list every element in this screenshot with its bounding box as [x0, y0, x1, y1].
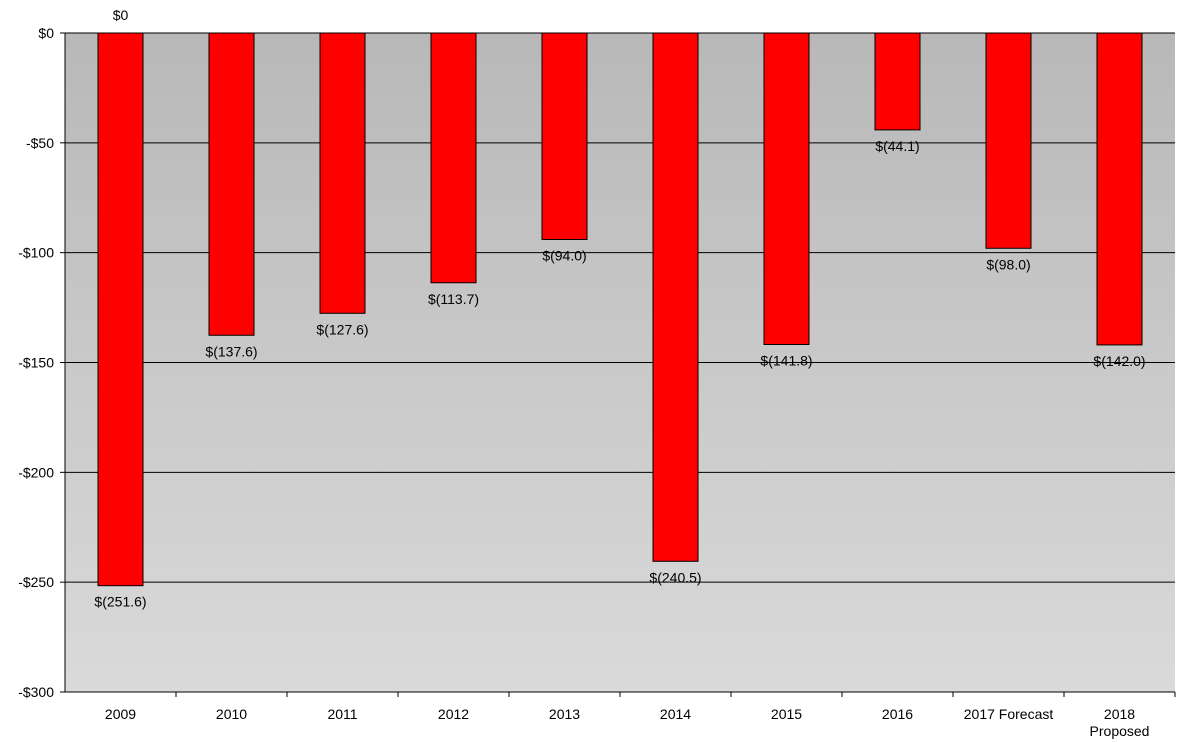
x-tick-label: 2015 — [771, 706, 802, 722]
y-tick-label: -$100 — [18, 245, 54, 261]
y-tick-label: -$150 — [18, 355, 54, 371]
data-labels: $(251.6) $(137.6) $(127.6) $(113.7) $(94.0) $… — [94, 138, 1145, 610]
bar — [97, 32, 144, 587]
bar — [319, 32, 366, 314]
data-label: $(98.0) — [986, 256, 1030, 272]
x-tick-label: 2014 — [660, 706, 691, 722]
y-tick-label: -$300 — [18, 684, 54, 700]
x-tick-label: 2011 — [327, 706, 357, 722]
data-label: $(94.0) — [542, 247, 586, 263]
data-label: $(141.8) — [760, 352, 812, 368]
bars — [97, 32, 1143, 587]
data-label: $(251.6) — [94, 594, 146, 610]
bar — [763, 32, 810, 345]
data-label: $(142.0) — [1093, 353, 1145, 369]
x-tick-label: 2012 — [438, 706, 469, 722]
bar — [430, 32, 477, 284]
x-tick-label: 2018 Proposed — [1090, 706, 1150, 739]
y-tick-label: -$50 — [26, 135, 54, 151]
data-label: $(113.7) — [428, 291, 479, 307]
data-label: $(137.6) — [205, 343, 257, 359]
bar — [985, 32, 1032, 249]
bar — [541, 32, 588, 240]
y-tick-label: -$200 — [18, 464, 54, 480]
x-tick-label: 2016 — [882, 706, 913, 722]
data-label: $(127.6) — [316, 321, 368, 337]
x-tick-label: 2009 — [105, 706, 136, 722]
x-tick-label: 2017 Forecast — [964, 706, 1054, 722]
y-axis-tick-labels: $0 -$50 -$100 -$150 -$200 -$250 -$300 — [18, 25, 54, 700]
x-tick-label: 2013 — [549, 706, 580, 722]
data-label: $(240.5) — [649, 569, 701, 585]
top-label: $0 — [113, 7, 129, 23]
y-tick-label: -$250 — [18, 574, 54, 590]
bar — [652, 32, 699, 562]
bar — [874, 32, 921, 131]
bar — [208, 32, 255, 336]
x-axis-tick-labels: 2009 2010 2011 2012 2013 2014 2015 2016 2017 For… — [105, 706, 1150, 739]
y-tick-label: $0 — [38, 25, 54, 41]
data-label: $(44.1) — [875, 138, 919, 154]
x-tick-label: 2010 — [216, 706, 247, 722]
bar — [1096, 32, 1143, 346]
